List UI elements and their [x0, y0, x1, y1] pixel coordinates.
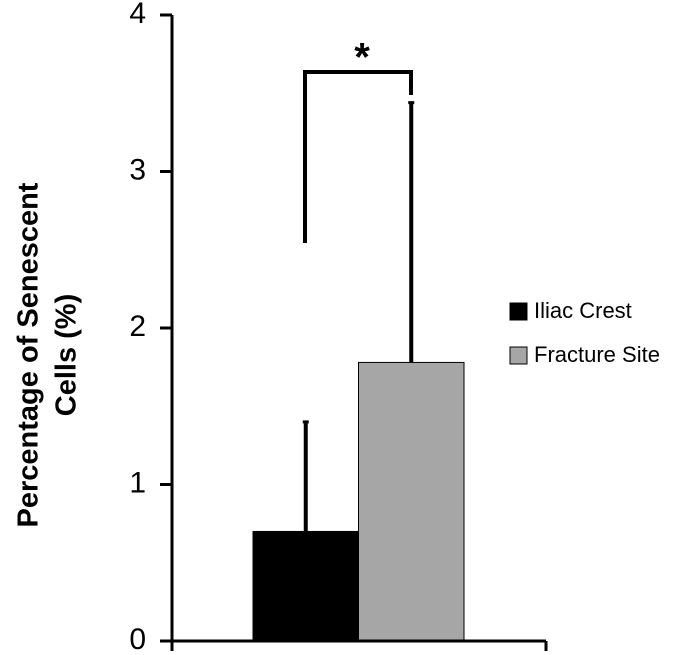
legend-swatch — [509, 302, 528, 321]
y-tick-label: 1 — [129, 466, 146, 499]
bar — [252, 530, 359, 642]
bar — [358, 361, 465, 642]
y-tick-label: 4 — [129, 0, 146, 30]
y-tick-label: 0 — [129, 623, 146, 655]
y-axis-label: Percentage of Senescent — [13, 182, 45, 527]
y-tick-label: 2 — [129, 310, 146, 343]
legend-label: Iliac Crest — [534, 298, 632, 323]
significance-marker: * — [354, 36, 370, 80]
y-axis-label: Cells (%) — [51, 294, 83, 416]
y-tick-label: 3 — [129, 153, 146, 186]
significance-bracket — [303, 70, 413, 243]
legend-swatch — [509, 346, 528, 365]
legend-label: Fracture Site — [534, 342, 660, 367]
